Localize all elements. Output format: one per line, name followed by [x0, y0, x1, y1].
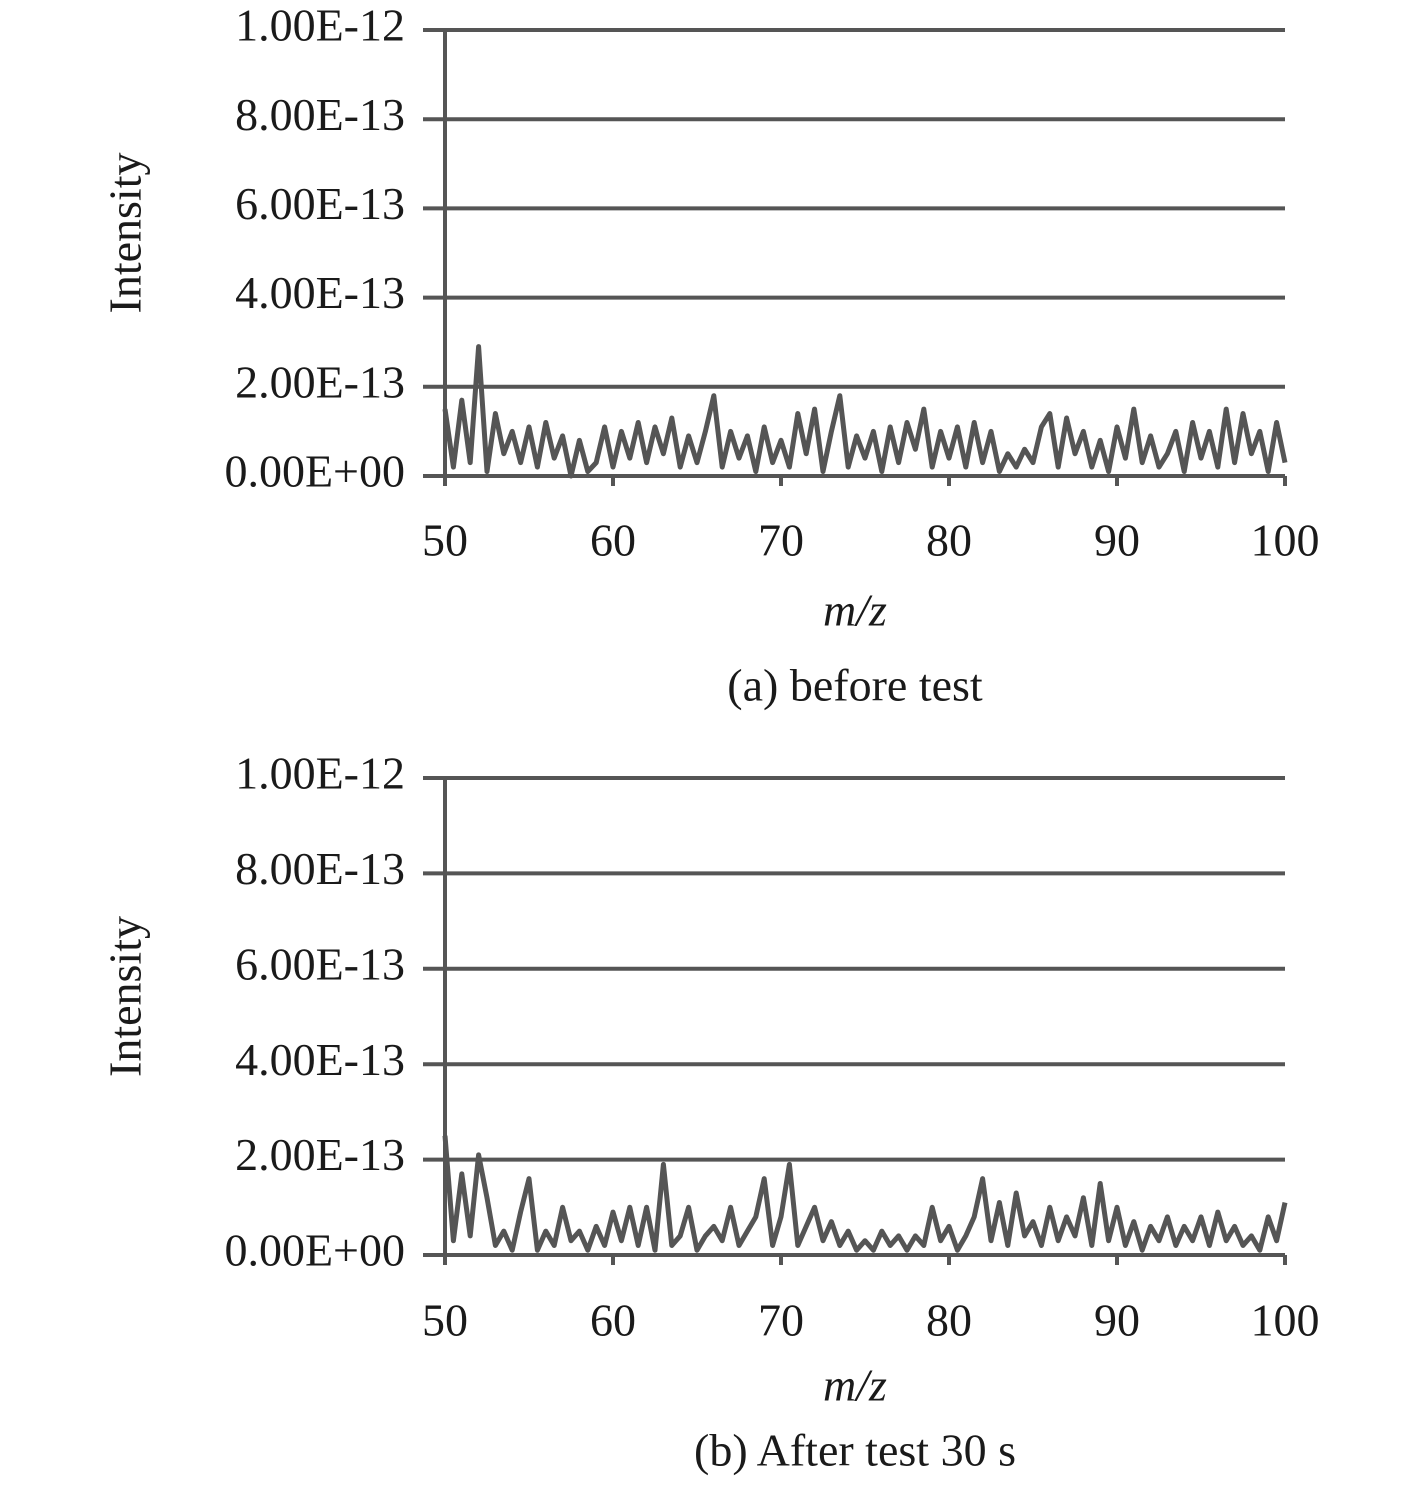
caption: (a) before test	[727, 660, 983, 711]
y-tick-label: 2.00E-13	[235, 1129, 405, 1180]
x-tick-label: 50	[422, 515, 468, 566]
y-tick-label: 8.00E-13	[235, 89, 405, 140]
y-tick-label: 0.00E+00	[224, 446, 405, 497]
y-axis-title: Intensity	[100, 153, 151, 314]
x-tick-label: 70	[758, 1295, 804, 1346]
spectrum-line	[442, 1135, 1288, 1253]
y-tick-label: 4.00E-13	[235, 267, 405, 318]
x-tick-label: 80	[926, 1295, 972, 1346]
x-tick-label: 60	[590, 1295, 636, 1346]
x-tick-label: 100	[1251, 1295, 1320, 1346]
y-tick-label: 8.00E-13	[235, 843, 405, 894]
y-tick-label: 6.00E-13	[235, 178, 405, 229]
y-tick-label: 4.00E-13	[235, 1034, 405, 1085]
y-tick-label: 1.00E-12	[235, 748, 405, 799]
x-tick-label: 50	[422, 1295, 468, 1346]
spectrum-line	[442, 344, 1288, 479]
y-axis-title: Intensity	[100, 916, 151, 1077]
y-tick-label: 0.00E+00	[224, 1225, 405, 1276]
y-tick-label: 2.00E-13	[235, 356, 405, 407]
x-axis-title: m/z	[823, 1360, 887, 1411]
x-tick-label: 60	[590, 515, 636, 566]
x-tick-label: 80	[926, 515, 972, 566]
x-tick-label: 90	[1094, 515, 1140, 566]
caption: (b) After test 30 s	[694, 1425, 1016, 1476]
y-tick-label: 6.00E-13	[235, 938, 405, 989]
y-tick-label: 1.00E-12	[235, 0, 405, 51]
x-tick-label: 90	[1094, 1295, 1140, 1346]
x-axis-title: m/z	[823, 585, 887, 636]
x-tick-label: 70	[758, 515, 804, 566]
x-tick-label: 100	[1251, 515, 1320, 566]
